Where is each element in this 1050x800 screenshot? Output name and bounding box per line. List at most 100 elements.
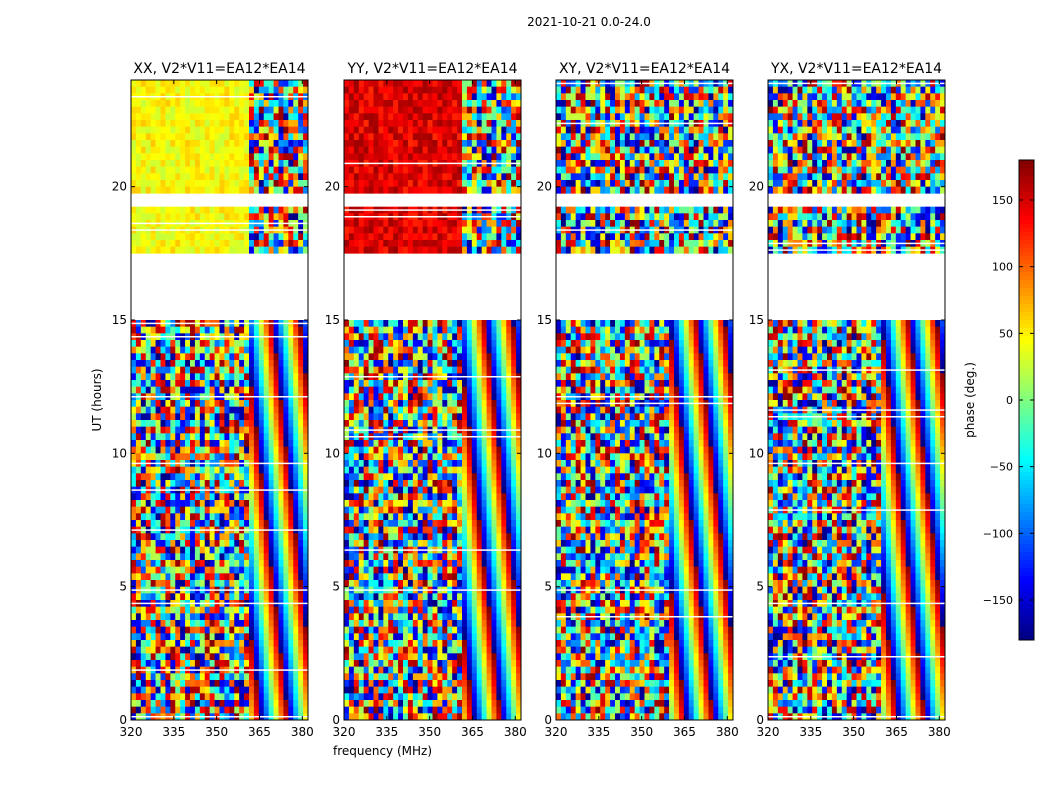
phase-cell (253, 126, 260, 134)
phase-image (131, 80, 309, 721)
phase-cell (155, 126, 161, 134)
phase-cell (358, 440, 364, 447)
phase-cell (278, 540, 284, 547)
phase-cell (353, 453, 360, 461)
phase-cell (170, 400, 176, 407)
phase-cell (412, 406, 419, 414)
phase-cell (199, 686, 206, 694)
phase-cell (457, 120, 463, 127)
phase-cell (378, 380, 384, 387)
phase-cell (239, 593, 245, 601)
phase-cell (303, 620, 309, 627)
phase-cell (180, 340, 186, 347)
phase-cell (278, 520, 284, 527)
phase-cell (190, 546, 196, 554)
phase-cell (303, 186, 309, 194)
phase-cell (244, 606, 250, 614)
phase-cell (437, 246, 443, 254)
phase-cell (253, 540, 260, 547)
phase-cell (298, 620, 304, 627)
phase-cell (135, 513, 142, 521)
phase-cell (383, 226, 389, 234)
phase-cell (155, 680, 161, 687)
phase-cell (412, 460, 419, 467)
phase-cell (209, 566, 215, 574)
phase-cell (383, 380, 389, 387)
phase-cell (293, 673, 299, 681)
phase-cell (432, 440, 438, 447)
phase-cell (204, 660, 210, 667)
phase-cell (486, 240, 492, 247)
phase-cell (511, 233, 517, 241)
phase-cell (353, 480, 360, 487)
phase-cell (383, 80, 389, 87)
phase-cell (373, 500, 379, 507)
phase-cell (140, 660, 147, 667)
phase-cell (214, 606, 220, 614)
phase-cell (175, 500, 181, 507)
phase-cell (348, 460, 355, 467)
phase-cell (219, 513, 225, 521)
phase-cell (185, 433, 191, 441)
phase-cell (239, 513, 245, 521)
phase-cell (155, 706, 161, 714)
phase-cell (378, 133, 384, 141)
phase-cell (155, 180, 161, 187)
phase-cell (348, 346, 355, 354)
phase-cell (209, 633, 215, 641)
phase-cell (185, 386, 191, 394)
phase-cell (393, 146, 399, 154)
phase-cell (373, 420, 379, 427)
phase-cell (368, 466, 374, 474)
phase-cell (412, 80, 419, 87)
phase-cell (403, 340, 409, 347)
phase-cell (388, 333, 394, 341)
phase-cell (471, 493, 478, 501)
phase-cell (466, 113, 473, 121)
phase-cell (437, 466, 443, 474)
phase-cell (353, 466, 360, 474)
phase-cell (511, 153, 517, 161)
phase-cell (155, 373, 161, 381)
phase-cell (140, 360, 147, 367)
phase-cell (165, 466, 171, 474)
phase-cell (190, 566, 196, 574)
phase-cell (258, 180, 265, 187)
phase-cell (407, 486, 414, 494)
phase-cell (150, 466, 156, 474)
phase-cell (437, 100, 443, 107)
phase-cell (501, 153, 507, 161)
phase-cell (150, 233, 156, 241)
phase-cell (363, 473, 369, 481)
phase-cell (253, 120, 260, 127)
phase-cell (249, 140, 255, 147)
phase-cell (293, 453, 299, 461)
phase-cell (268, 346, 274, 354)
phase-cell (466, 506, 473, 514)
phase-cell (447, 326, 453, 334)
phase-cell (170, 373, 176, 381)
phase-cell (403, 393, 409, 401)
phase-cell (303, 126, 309, 134)
phase-cell (140, 500, 147, 507)
phase-cell (150, 513, 156, 521)
phase-cell (180, 686, 186, 694)
phase-cell (135, 660, 142, 667)
phase-cell (363, 113, 369, 121)
phase-cell (185, 686, 191, 694)
phase-cell (209, 386, 215, 394)
phase-cell (190, 120, 196, 127)
phase-cell (383, 493, 389, 501)
phase-cell (131, 506, 137, 514)
phase-cell (437, 173, 443, 181)
phase-cell (278, 680, 284, 687)
phase-cell (199, 413, 206, 421)
phase-cell (234, 693, 240, 701)
phase-cell (516, 133, 522, 141)
phase-cell (170, 653, 176, 661)
phase-cell (457, 393, 463, 401)
phase-cell (393, 106, 399, 114)
phase-cell (506, 146, 512, 154)
phase-cell (190, 533, 196, 541)
